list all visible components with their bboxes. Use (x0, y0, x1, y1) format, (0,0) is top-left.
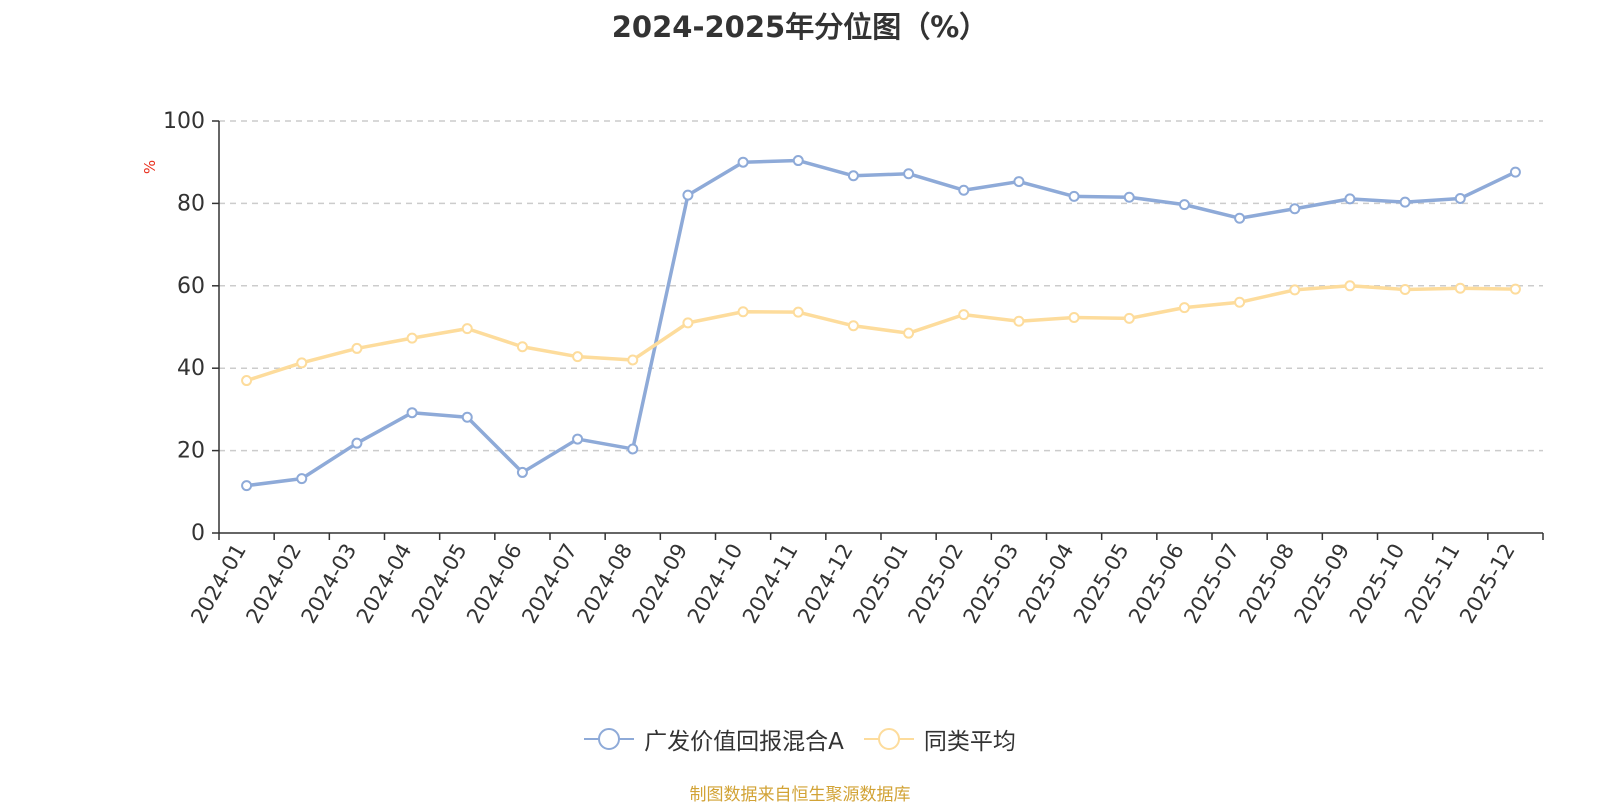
y-axis-ticks: 0 20 40 60 80 100 (163, 109, 219, 546)
data-point-series-1[interactable] (351, 437, 363, 449)
data-point-series-1[interactable] (1289, 203, 1301, 215)
data-point-series-1[interactable] (1123, 191, 1135, 203)
data-point-series-2[interactable] (1454, 282, 1466, 294)
data-point-series-1[interactable] (903, 168, 915, 180)
axes (218, 121, 1543, 534)
data-source-note: 制图数据来自恒生聚源数据库 (689, 785, 911, 805)
data-point-series-2[interactable] (1289, 284, 1301, 296)
data-point-series-2[interactable] (1123, 312, 1135, 324)
data-point-series-1[interactable] (627, 443, 639, 455)
data-point-series-1[interactable] (406, 407, 418, 419)
data-point-series-1[interactable] (516, 466, 528, 478)
legend-item-series-1[interactable]: 广发价值回报混合A (584, 722, 844, 756)
legend-label-series-2: 同类平均 (923, 729, 1016, 755)
data-point-series-1[interactable] (1234, 212, 1246, 224)
data-point-series-2[interactable] (903, 327, 915, 339)
data-point-series-2[interactable] (792, 306, 804, 318)
data-point-series-1[interactable] (1013, 176, 1025, 188)
y-tick-label: 40 (177, 356, 205, 381)
y-axis-unit: % (141, 160, 159, 174)
data-point-series-2[interactable] (1399, 284, 1411, 296)
data-point-series-2[interactable] (296, 357, 308, 369)
data-point-series-2[interactable] (1178, 302, 1190, 314)
data-point-series-2[interactable] (1344, 280, 1356, 292)
data-point-series-2[interactable] (1509, 283, 1521, 295)
data-point-series-2[interactable] (351, 342, 363, 354)
data-point-series-2[interactable] (627, 354, 639, 366)
x-axis-ticks: 2024-012024-022024-032024-042024-052024-… (186, 533, 1544, 628)
legend-marker-series-1 (584, 728, 635, 750)
data-point-series-1[interactable] (1344, 193, 1356, 205)
legend-item-series-2[interactable]: 同类平均 (863, 722, 1016, 756)
data-point-series-1[interactable] (241, 480, 253, 492)
data-point-series-1[interactable] (737, 156, 749, 168)
series-line-1 (246, 158, 1517, 488)
data-point-series-1[interactable] (958, 184, 970, 196)
data-point-series-2[interactable] (572, 351, 584, 363)
series-line-2 (246, 284, 1516, 383)
y-tick-label: 0 (191, 521, 205, 546)
y-tick-label: 60 (177, 274, 205, 299)
data-point-series-2[interactable] (1013, 315, 1025, 327)
data-point-series-2[interactable] (241, 375, 253, 387)
data-point-series-2[interactable] (406, 332, 418, 344)
data-point-series-2[interactable] (847, 320, 859, 332)
legend-marker-series-2 (863, 728, 914, 750)
data-point-series-1[interactable] (461, 411, 473, 423)
data-point-series-2[interactable] (1068, 312, 1080, 324)
data-point-series-1[interactable] (1068, 190, 1080, 202)
data-point-series-2[interactable] (516, 341, 528, 353)
legend-label-series-1: 广发价值回报混合A (644, 729, 844, 755)
data-point-series-1[interactable] (1454, 192, 1466, 204)
data-point-series-1[interactable] (1178, 199, 1190, 211)
x-tick-label: 2025-12 (1455, 540, 1520, 628)
data-point-series-2[interactable] (1234, 296, 1246, 308)
y-tick-label: 20 (177, 439, 205, 464)
data-point-series-2[interactable] (682, 317, 694, 329)
data-point-series-2[interactable] (958, 309, 970, 321)
y-tick-label: 100 (163, 109, 205, 134)
data-point-series-1[interactable] (682, 189, 694, 201)
data-point-series-1[interactable] (1399, 196, 1411, 208)
data-point-series-1[interactable] (572, 433, 584, 445)
data-point-series-1[interactable] (792, 155, 804, 167)
data-point-series-2[interactable] (737, 306, 749, 318)
legend: 广发价值回报混合A 同类平均 (0, 722, 1600, 756)
data-point-series-1[interactable] (1509, 166, 1521, 178)
data-point-series-1[interactable] (847, 170, 859, 182)
data-point-series-2[interactable] (461, 323, 473, 335)
y-tick-label: 80 (177, 191, 205, 216)
series-lines (241, 155, 1521, 492)
data-point-series-1[interactable] (296, 473, 308, 485)
chart-title: 2024-2025年分位图（%） (611, 10, 989, 44)
